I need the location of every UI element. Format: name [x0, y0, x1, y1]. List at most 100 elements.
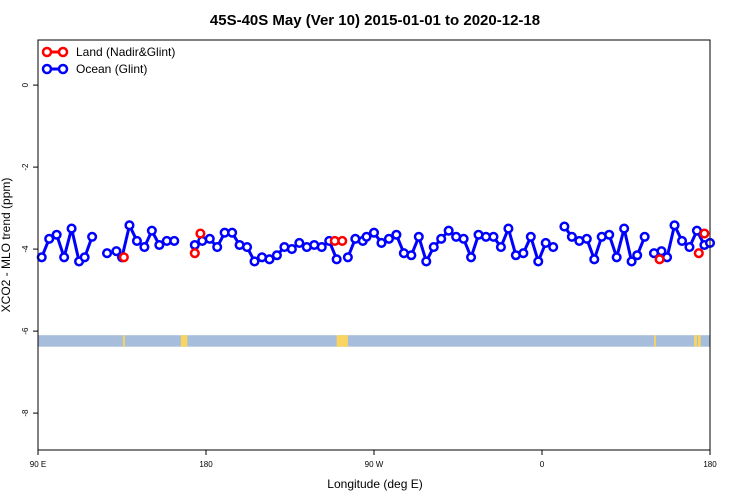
y-tick-label: -8 [21, 409, 30, 417]
ocean-point [212, 242, 223, 253]
series-layer [36, 220, 716, 267]
ocean-point [495, 242, 506, 253]
ocean-point [406, 250, 417, 261]
ocean-point [131, 235, 142, 246]
chart-title: 45S-40S May (Ver 10) 2015-01-01 to 2020-… [210, 12, 540, 29]
ocean-point [376, 237, 387, 248]
y-axis-label: XCO2 - MLO trend (ppm) [0, 178, 13, 313]
ocean-point [146, 225, 157, 236]
ocean-point [271, 250, 282, 261]
ocean-point [51, 229, 62, 240]
ocean-point [124, 220, 135, 231]
y-tick-label: -2 [21, 163, 30, 171]
ocean-point [227, 227, 238, 238]
ocean-point [242, 242, 253, 253]
ocean-point [66, 223, 77, 234]
ocean-point [604, 229, 615, 240]
ocean-point [669, 220, 680, 231]
x-tick-label: 90 E [30, 460, 46, 469]
ocean-point [611, 252, 622, 263]
legend-ocean-marker-2 [57, 63, 69, 75]
ocean-point [383, 233, 394, 244]
ocean-point [533, 256, 544, 267]
land-band-segment [697, 335, 701, 347]
ocean-point [540, 237, 551, 248]
legend-land-marker [41, 46, 53, 58]
land-point [195, 228, 206, 239]
legend: Land (Nadir&Glint) Ocean (Glint) [41, 45, 175, 76]
ocean-point [361, 231, 372, 242]
ocean-point [286, 244, 297, 255]
ocean-point [139, 242, 150, 253]
ocean-point [684, 242, 695, 253]
land-point [189, 248, 200, 259]
ocean-point [589, 254, 600, 265]
ocean-point [413, 231, 424, 242]
ocean-point [503, 223, 514, 234]
x-tick-label: 180 [199, 460, 213, 469]
ocean-point [102, 248, 113, 259]
ocean-point [639, 231, 650, 242]
legend-ocean-label: Ocean (Glint) [76, 62, 147, 76]
ocean-point [368, 227, 380, 238]
ocean-point [169, 235, 180, 246]
ocean-point [264, 254, 275, 265]
land-point [693, 248, 704, 259]
ocean-point [518, 248, 529, 259]
x-tick-label: 90 W [365, 460, 384, 469]
land-band-segment [654, 335, 656, 347]
ocean-point [619, 223, 630, 234]
ocean-point [626, 256, 637, 267]
ocean-point [488, 231, 499, 242]
ocean-point [436, 233, 447, 244]
land-band-segment [336, 335, 348, 347]
ocean-point [44, 233, 55, 244]
ocean-point [249, 256, 260, 267]
land-point [654, 254, 665, 265]
land-ocean-band [38, 335, 710, 347]
ocean-point [421, 256, 432, 267]
land-point [699, 228, 710, 239]
legend-land-label: Land (Nadir&Glint) [76, 45, 175, 59]
ocean-point [79, 252, 90, 263]
ocean-point [632, 250, 643, 261]
land-band-segment [185, 335, 188, 347]
y-tick-label: 0 [21, 82, 30, 87]
ocean-band [38, 335, 710, 347]
ocean-point [36, 252, 47, 263]
ocean-point [566, 231, 577, 242]
x-axis-ticks: 90 E 180 90 W 0 180 [30, 450, 717, 469]
ocean-point [581, 233, 592, 244]
ocean-point [676, 235, 688, 246]
ocean-point [428, 242, 439, 253]
legend-ocean-marker [41, 63, 53, 75]
ocean-point [154, 239, 165, 251]
x-tick-label: 180 [703, 460, 717, 469]
ocean-point [87, 231, 98, 242]
land-point [118, 252, 129, 263]
ocean-point [466, 252, 477, 263]
ocean-point [111, 246, 122, 257]
land-band-segment [122, 335, 125, 347]
legend-land-marker-2 [57, 46, 69, 58]
ocean-point [331, 254, 342, 265]
x-tick-label: 0 [540, 460, 545, 469]
ocean-point [458, 233, 469, 244]
ocean-point [342, 252, 353, 263]
land-point [337, 235, 348, 246]
x-axis-label: Longitude (deg E) [327, 477, 422, 491]
ocean-point [316, 242, 327, 253]
ocean-point [294, 237, 305, 248]
y-tick-label: -4 [21, 245, 30, 253]
ocean-point [59, 252, 70, 263]
ocean-point [525, 231, 536, 242]
ocean-point [548, 242, 559, 253]
ocean-point [391, 229, 402, 240]
y-tick-label: -6 [21, 327, 30, 335]
ocean-point [559, 221, 570, 232]
ocean-point [204, 233, 215, 244]
y-axis-ticks: 0 -2 -4 -6 -8 [21, 82, 38, 417]
land-band-segment [180, 335, 186, 347]
ocean-point [443, 225, 454, 236]
land-band-segment [694, 335, 697, 347]
